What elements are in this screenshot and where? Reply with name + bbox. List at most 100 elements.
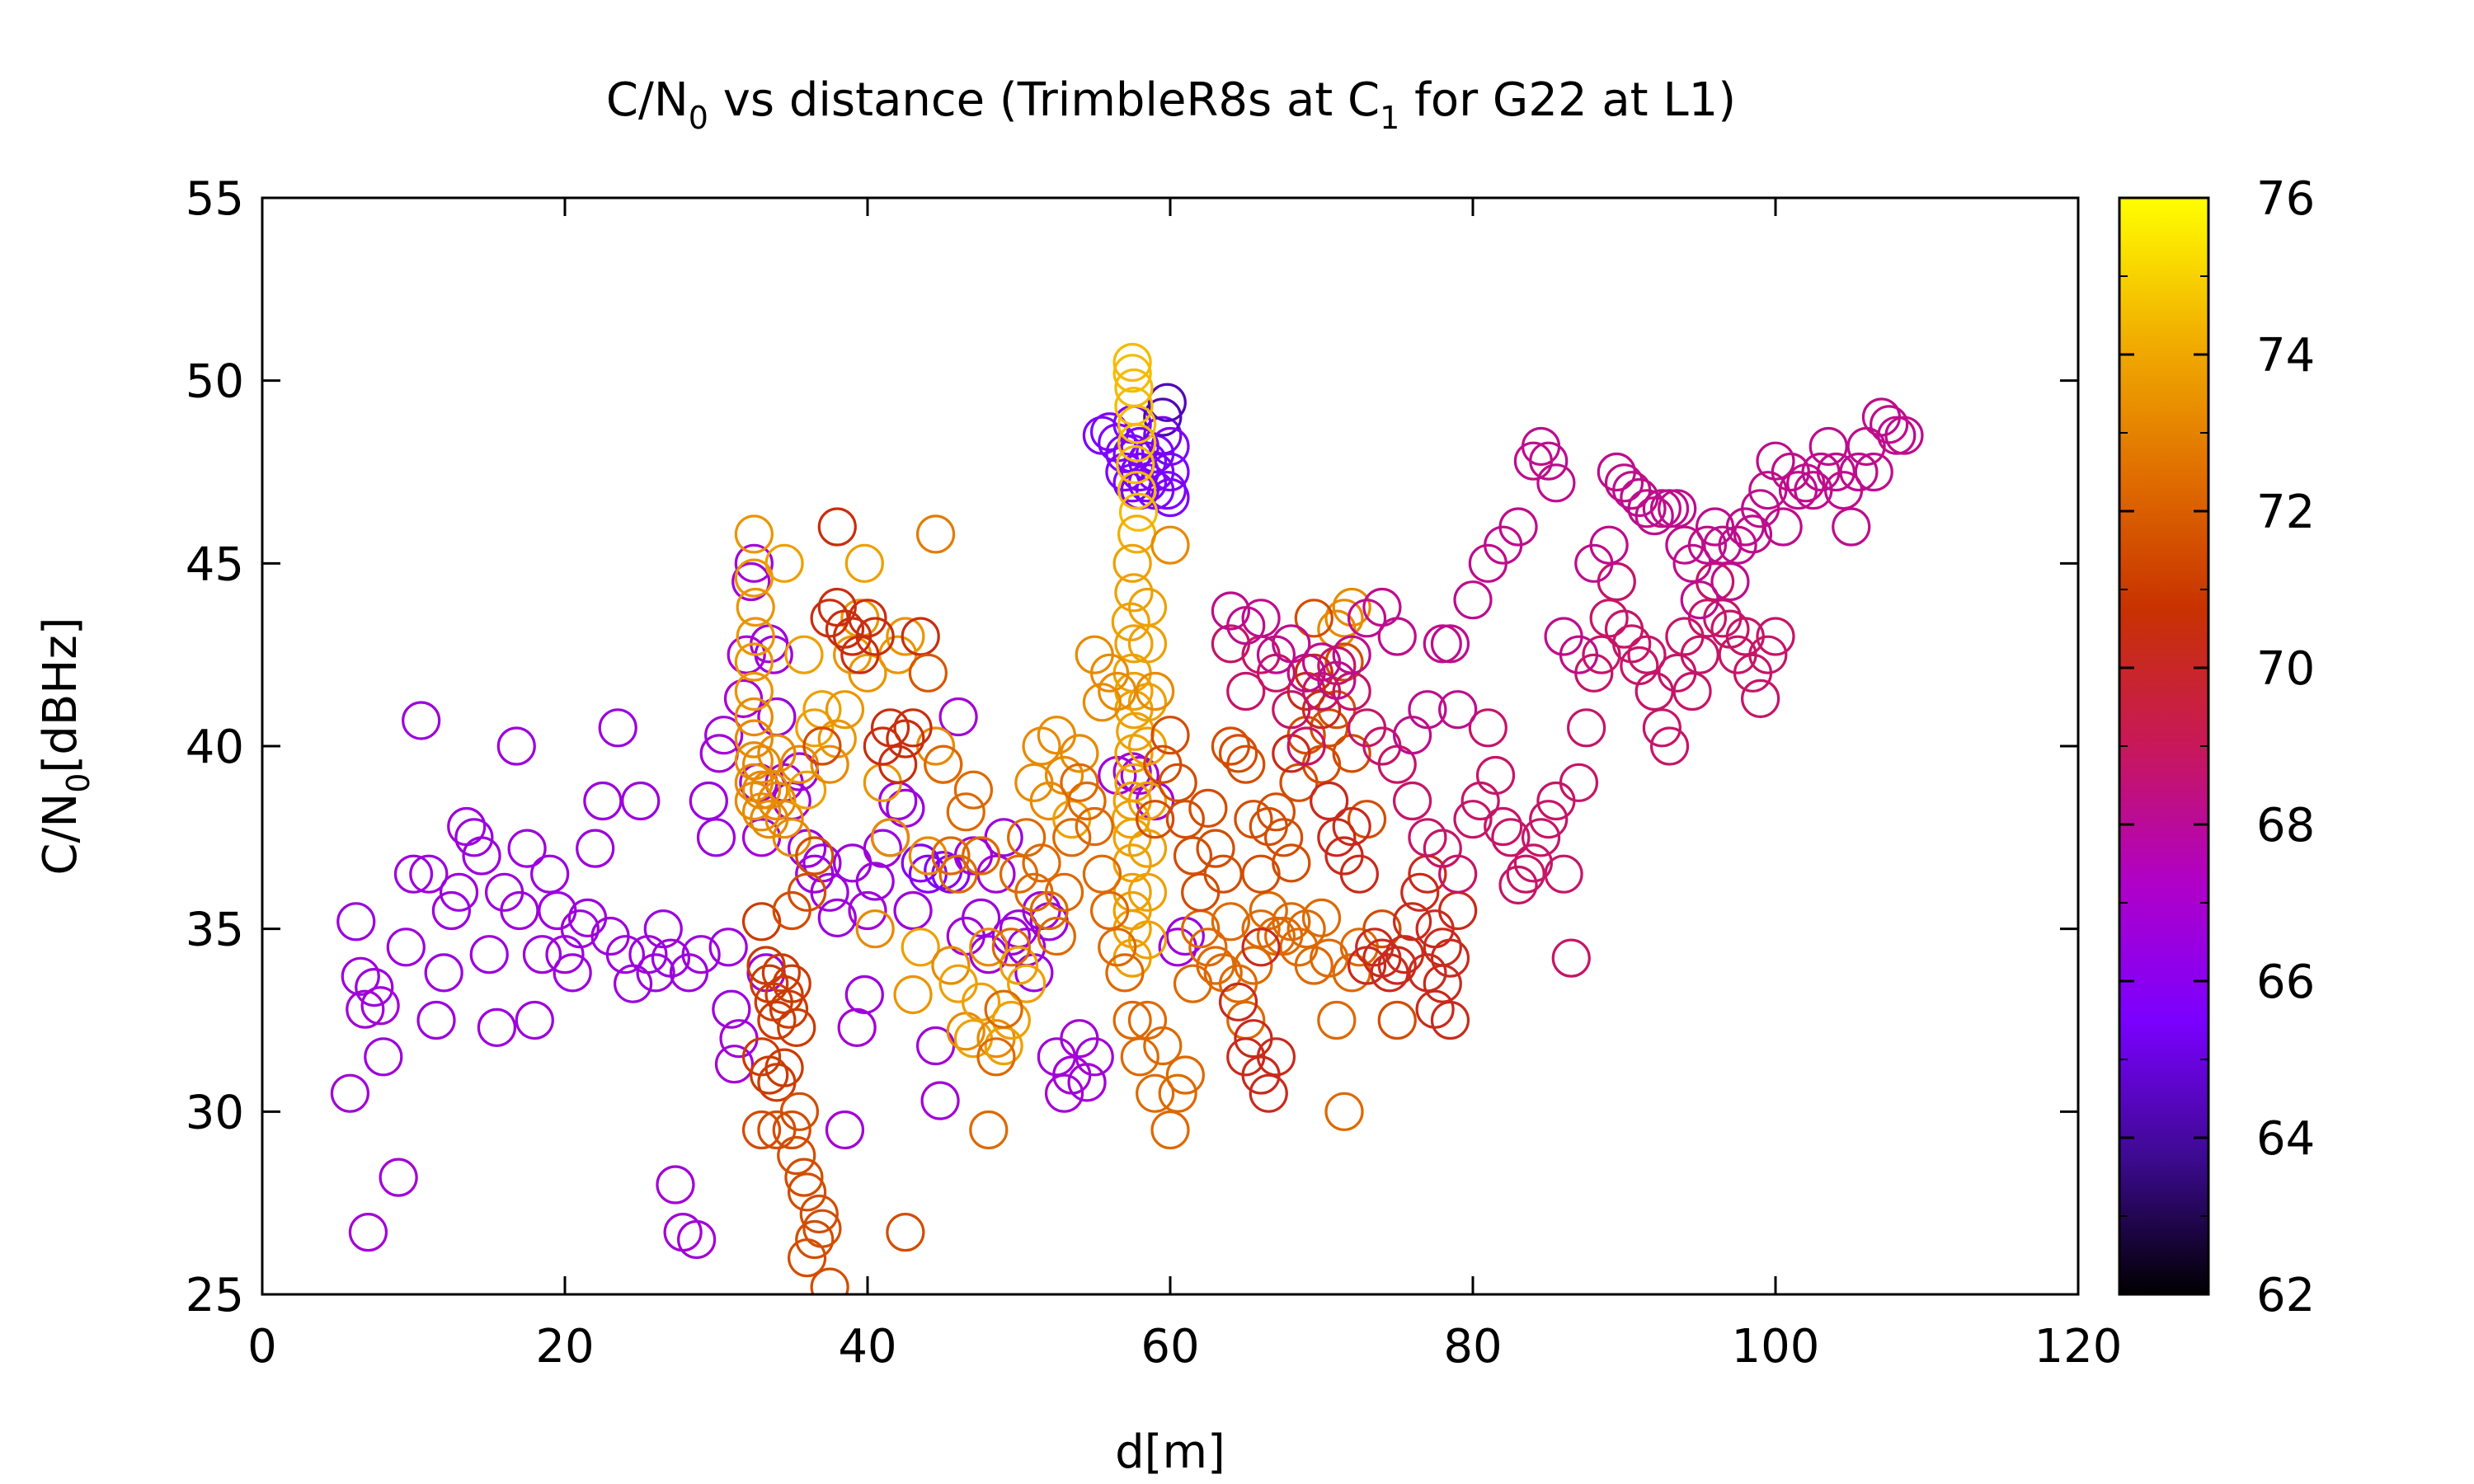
data-point bbox=[741, 744, 782, 784]
data-point bbox=[795, 836, 835, 876]
data-point bbox=[1816, 452, 1856, 492]
data-point bbox=[431, 890, 471, 931]
data-point bbox=[689, 781, 728, 821]
data-point bbox=[1127, 872, 1168, 912]
data-point bbox=[764, 543, 804, 583]
data-point bbox=[757, 781, 797, 821]
data-point bbox=[1567, 708, 1606, 748]
data-point bbox=[409, 854, 449, 894]
data-points bbox=[330, 342, 1924, 1294]
data-point bbox=[976, 1037, 1016, 1077]
data-point bbox=[1060, 763, 1099, 802]
data-point bbox=[1136, 1073, 1175, 1113]
chart-title: C/N0 vs distance (TrimbleR8s at C1 for G… bbox=[606, 73, 1736, 136]
data-point bbox=[1536, 463, 1576, 503]
data-point bbox=[1294, 653, 1333, 693]
data-point bbox=[1453, 580, 1493, 620]
data-point bbox=[741, 1037, 782, 1077]
data-point bbox=[1173, 836, 1213, 876]
data-point bbox=[515, 1000, 554, 1040]
data-point bbox=[1377, 946, 1417, 985]
data-point bbox=[1620, 646, 1659, 686]
data-point bbox=[991, 916, 1031, 956]
data-point bbox=[915, 514, 956, 554]
data-point bbox=[886, 617, 925, 656]
data-point bbox=[761, 953, 802, 993]
data-point bbox=[984, 989, 1023, 1029]
data-point bbox=[1310, 938, 1349, 978]
data-point bbox=[1498, 507, 1538, 547]
data-point bbox=[1430, 624, 1470, 664]
data-point bbox=[1491, 818, 1531, 857]
data-point bbox=[784, 635, 824, 674]
data-point bbox=[1415, 989, 1455, 1029]
data-point bbox=[1392, 902, 1432, 942]
data-point bbox=[1067, 1063, 1107, 1102]
data-point bbox=[1756, 617, 1795, 656]
data-point bbox=[1521, 818, 1561, 857]
data-point bbox=[901, 617, 940, 656]
data-point bbox=[723, 679, 764, 718]
data-point bbox=[810, 1267, 849, 1294]
data-point bbox=[1468, 708, 1507, 748]
data-point bbox=[1241, 928, 1281, 967]
data-point bbox=[1475, 755, 1516, 796]
data-point bbox=[360, 986, 400, 1026]
y-tick-label: 30 bbox=[186, 1086, 244, 1139]
data-point bbox=[346, 989, 385, 1029]
data-point bbox=[393, 854, 434, 894]
data-point bbox=[1007, 964, 1047, 1003]
data-point bbox=[802, 1209, 842, 1248]
data-point bbox=[825, 690, 865, 730]
data-point bbox=[855, 909, 895, 949]
data-point bbox=[530, 854, 570, 894]
data-point bbox=[1642, 708, 1681, 748]
data-point bbox=[727, 635, 766, 674]
data-point bbox=[750, 964, 789, 1003]
data-point bbox=[1249, 1073, 1288, 1113]
data-point bbox=[1680, 580, 1719, 620]
data-point bbox=[734, 514, 774, 554]
ylabel-sub: 0 bbox=[60, 773, 96, 793]
data-point bbox=[931, 946, 971, 985]
data-point bbox=[757, 734, 797, 773]
data-point bbox=[1188, 788, 1228, 828]
colorbar-ticks: 62 64 66 68 70 72 74 76 bbox=[2119, 172, 2315, 1322]
data-point bbox=[1117, 405, 1157, 444]
data-point bbox=[1453, 800, 1493, 839]
data-point bbox=[817, 507, 857, 547]
data-point bbox=[1022, 843, 1061, 883]
data-point bbox=[1118, 492, 1159, 532]
data-point bbox=[1559, 635, 1599, 674]
data-point bbox=[795, 1219, 835, 1260]
data-point bbox=[416, 1000, 456, 1040]
data-point bbox=[1642, 489, 1681, 528]
x-axis-label: d[m] bbox=[1115, 1425, 1225, 1479]
data-point bbox=[962, 836, 1001, 876]
y-tick-label: 55 bbox=[186, 172, 244, 226]
data-point bbox=[1165, 800, 1205, 839]
data-point bbox=[855, 862, 895, 901]
data-point bbox=[817, 898, 857, 937]
data-point bbox=[1256, 1037, 1296, 1077]
data-point bbox=[605, 935, 646, 974]
data-point bbox=[712, 989, 751, 1029]
data-point bbox=[870, 708, 910, 748]
data-point bbox=[946, 792, 985, 832]
data-point bbox=[1400, 872, 1440, 912]
data-point bbox=[991, 1000, 1031, 1040]
data-point bbox=[1218, 734, 1258, 773]
x-tick-label: 20 bbox=[535, 1320, 594, 1374]
data-point bbox=[677, 1219, 717, 1260]
data-point bbox=[1105, 953, 1145, 993]
data-point bbox=[1763, 507, 1803, 547]
data-point bbox=[1687, 599, 1728, 638]
data-point bbox=[1116, 445, 1155, 485]
data-point bbox=[477, 1007, 517, 1047]
data-point bbox=[1408, 690, 1447, 730]
data-point bbox=[825, 1110, 865, 1150]
data-point bbox=[663, 1213, 703, 1252]
colorbar-tick-label: 68 bbox=[2256, 799, 2315, 852]
data-point bbox=[878, 744, 918, 784]
